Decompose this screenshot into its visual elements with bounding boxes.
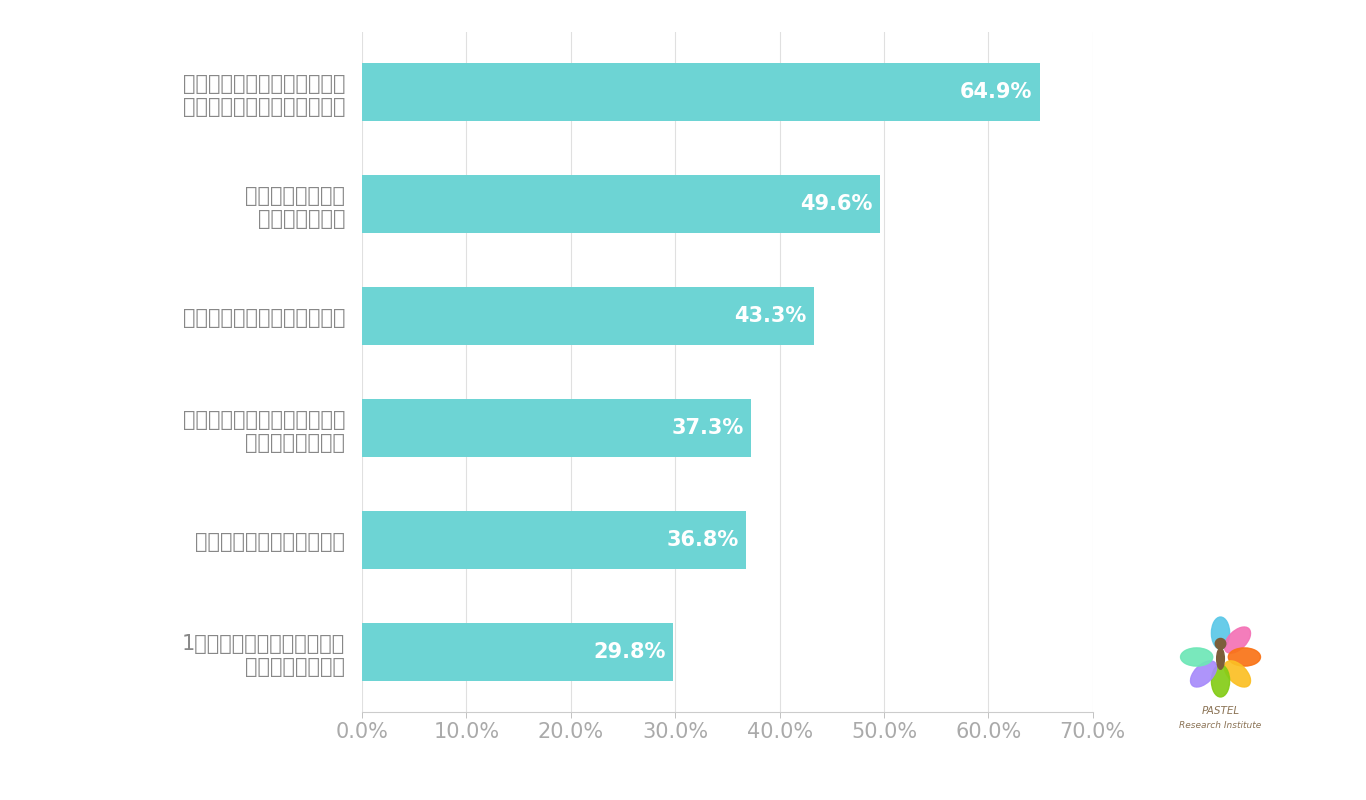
Bar (362, 63, 1040, 121)
Text: 37.3%: 37.3% (672, 418, 744, 438)
Text: Research Institute: Research Institute (1179, 721, 1262, 730)
Text: PASTEL: PASTEL (1202, 706, 1239, 716)
Bar (362, 399, 751, 457)
Text: 29.8%: 29.8% (593, 642, 665, 662)
Ellipse shape (1228, 648, 1261, 666)
Circle shape (1216, 638, 1225, 649)
Bar (362, 175, 880, 233)
Bar (362, 511, 746, 569)
Ellipse shape (1212, 665, 1229, 697)
Text: 43.3%: 43.3% (735, 306, 807, 326)
Ellipse shape (1224, 627, 1250, 653)
Text: 49.6%: 49.6% (800, 194, 873, 214)
Bar (362, 287, 814, 345)
Text: 36.8%: 36.8% (667, 530, 739, 550)
Text: 64.9%: 64.9% (960, 82, 1033, 102)
Ellipse shape (1180, 648, 1213, 666)
Ellipse shape (1191, 661, 1217, 687)
Ellipse shape (1217, 648, 1224, 670)
Ellipse shape (1212, 617, 1229, 650)
Ellipse shape (1224, 661, 1250, 687)
Bar (362, 623, 673, 681)
